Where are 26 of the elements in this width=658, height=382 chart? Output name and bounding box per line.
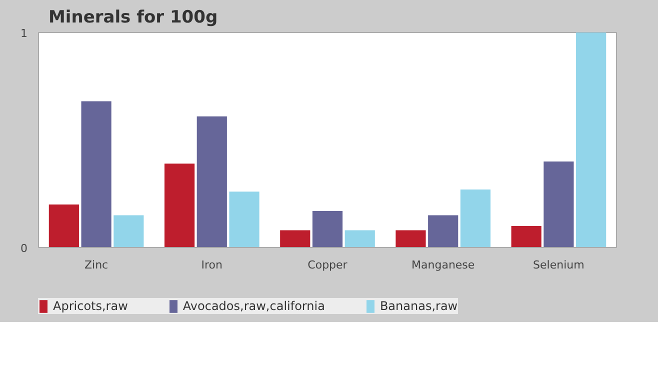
y-tick-label: 0	[20, 242, 28, 255]
bar	[312, 210, 343, 248]
x-tick-label: Manganese	[412, 258, 475, 272]
bar	[280, 230, 310, 248]
bar	[81, 101, 112, 248]
bar	[229, 192, 260, 248]
legend-label: Avocados,raw,california	[182, 299, 325, 313]
bar	[396, 230, 426, 248]
x-tick-label: Zinc	[84, 258, 108, 272]
bar	[164, 164, 195, 248]
y-tick-label: 1	[20, 27, 28, 40]
bar	[114, 215, 144, 248]
x-tick-label: Iron	[201, 258, 223, 272]
bar	[48, 204, 79, 248]
bar	[344, 230, 375, 248]
bar	[544, 162, 574, 248]
bar	[511, 226, 542, 248]
bar	[196, 116, 227, 248]
legend-label: Bananas,raw	[380, 299, 458, 313]
bar	[428, 215, 458, 248]
x-tick-label: Selenium	[533, 258, 584, 272]
chart-title: Minerals for 100g	[48, 8, 218, 28]
bar	[576, 32, 606, 248]
legend-label: Apricots,raw	[53, 299, 128, 313]
x-tick-label: Copper	[308, 258, 348, 272]
bar	[460, 189, 491, 248]
